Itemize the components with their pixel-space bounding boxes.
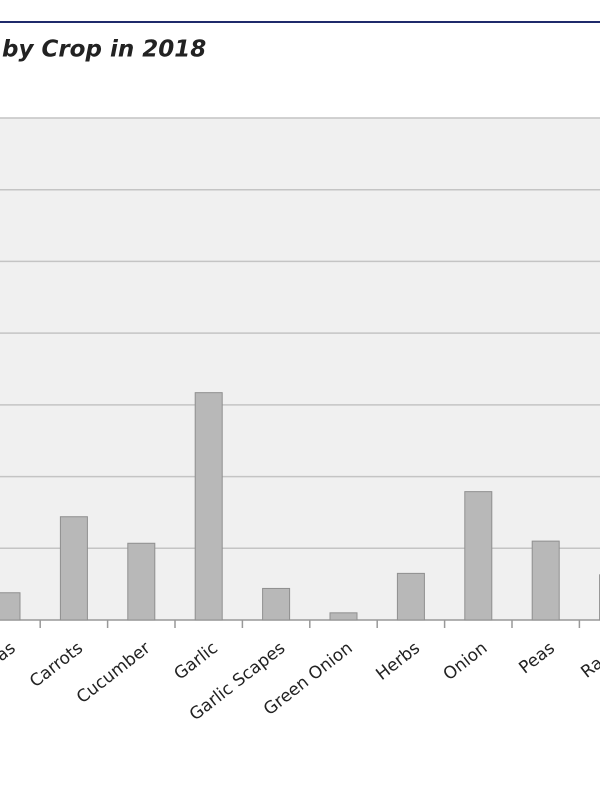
bar — [59, 516, 88, 621]
x-tick-label: Garlic — [171, 638, 222, 684]
chart-title: by Crop in 2018 — [2, 37, 206, 63]
bar — [464, 491, 493, 621]
bar — [262, 587, 291, 621]
x-tick-label: Herbs — [372, 638, 424, 685]
bar — [127, 542, 156, 621]
x-tick-label: Carrots — [26, 638, 87, 692]
bar — [531, 540, 560, 621]
x-tick-label: Cucumber — [73, 638, 154, 708]
x-tick-label: Radis — [577, 638, 600, 682]
bar — [329, 612, 358, 621]
bar — [0, 592, 21, 621]
x-tick-label: Onion — [440, 638, 492, 685]
x-tick-label: as — [0, 638, 20, 666]
plot-area — [0, 118, 600, 620]
x-tick-label: Peas — [515, 638, 558, 678]
bar — [194, 392, 223, 621]
bar — [396, 572, 425, 621]
